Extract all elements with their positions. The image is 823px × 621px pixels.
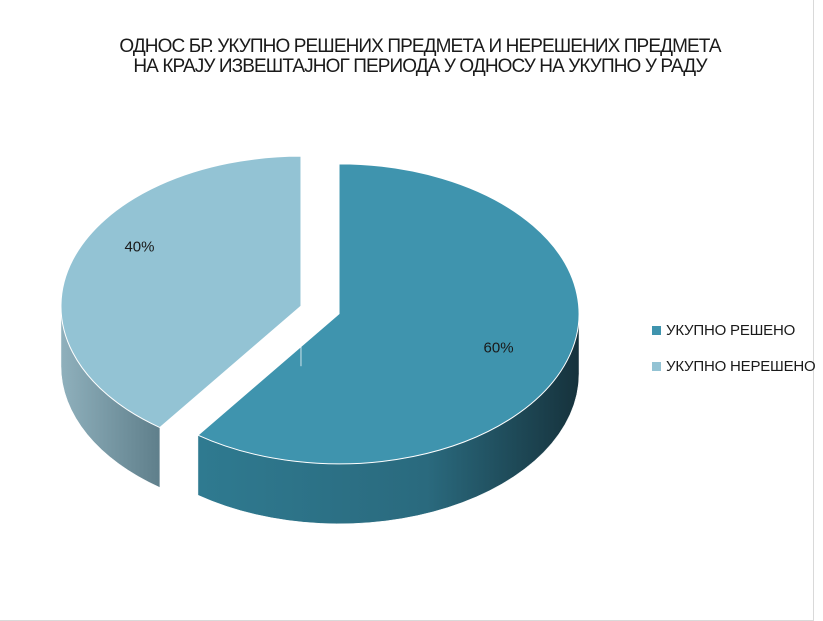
chart-title-line-2: НА КРАЈУ ИЗВЕШТАЈНОГ ПЕРИОДА У ОДНОСУ НА…	[133, 56, 707, 77]
legend: УКУПНО РЕШЕНО УКУПНО НЕРЕШЕНО	[652, 320, 816, 392]
legend-item-unresolved: УКУПНО НЕРЕШЕНО	[652, 356, 816, 376]
pie-slice-unresolved	[60, 155, 302, 488]
pie-slice-resolved	[197, 163, 580, 525]
pie-slice-resolved-top	[197, 163, 580, 465]
legend-label-unresolved: УКУПНО НЕРЕШЕНО	[666, 357, 816, 375]
legend-swatch-resolved	[652, 325, 661, 335]
pie-slice-unresolved-top	[60, 155, 302, 429]
legend-swatch-unresolved	[652, 361, 661, 371]
chart-title-line-1: ОДНОС БР. УКУПНО РЕШЕНИХ ПРЕДМЕТА И НЕРЕ…	[119, 36, 721, 57]
data-label-resolved: 60%	[484, 340, 514, 357]
legend-label-resolved: УКУПНО РЕШЕНО	[666, 321, 796, 339]
legend-item-resolved: УКУПНО РЕШЕНО	[652, 320, 816, 340]
data-label-unresolved: 40%	[124, 238, 154, 255]
